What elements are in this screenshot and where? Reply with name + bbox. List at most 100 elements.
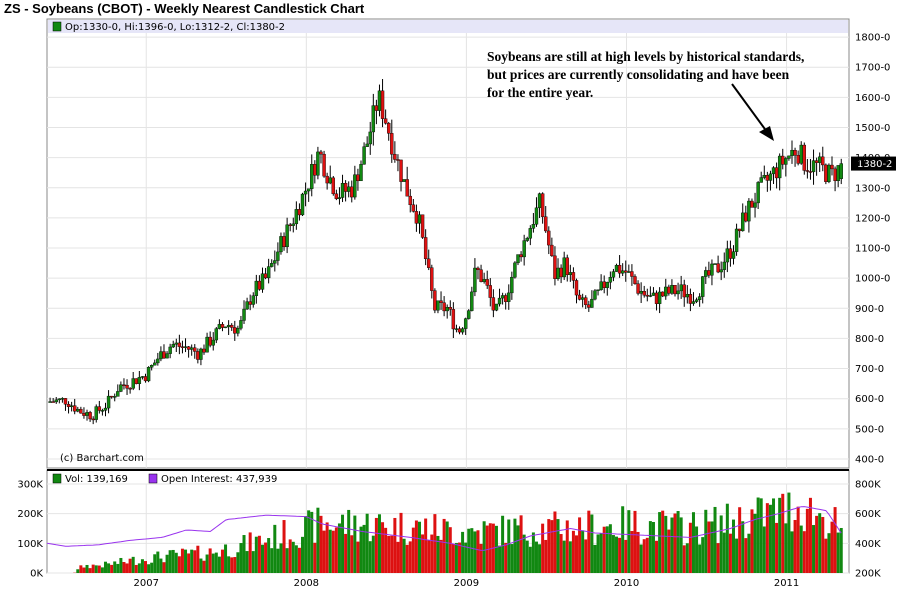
candle-body bbox=[454, 328, 459, 330]
volume-bar bbox=[273, 524, 277, 573]
volume-bar bbox=[528, 546, 532, 573]
volume-bar bbox=[818, 513, 822, 573]
candle-body bbox=[242, 308, 246, 321]
volume-bar bbox=[297, 547, 301, 573]
candle-body bbox=[673, 285, 677, 295]
candle-body bbox=[220, 324, 225, 328]
candle-body bbox=[60, 398, 65, 400]
candle-body bbox=[522, 240, 526, 258]
volume-bar bbox=[427, 540, 431, 573]
volume-bar bbox=[812, 525, 816, 573]
volume-bar bbox=[82, 567, 86, 573]
volume-bars bbox=[73, 492, 843, 573]
candle-body bbox=[531, 224, 536, 229]
volume-bar bbox=[504, 542, 508, 573]
volume-bar bbox=[91, 564, 95, 573]
candle-body bbox=[94, 406, 98, 420]
volume-bar bbox=[100, 567, 104, 573]
volume-bar bbox=[550, 520, 554, 573]
volume-bar bbox=[260, 544, 264, 573]
candle-body bbox=[162, 351, 166, 359]
volume-bar bbox=[79, 565, 83, 573]
candle-body bbox=[331, 177, 335, 195]
price-tick-label: 1100-0 bbox=[855, 244, 890, 255]
volume-bar bbox=[439, 539, 443, 573]
candle-body bbox=[217, 324, 222, 329]
candle-body bbox=[427, 258, 431, 268]
candle-body bbox=[263, 273, 268, 279]
volume-bar bbox=[267, 538, 271, 573]
candle-body bbox=[313, 164, 317, 176]
volume-bar bbox=[399, 512, 403, 573]
volume-bar bbox=[596, 534, 600, 573]
candle-body bbox=[82, 412, 86, 416]
volume-bar bbox=[744, 538, 748, 573]
volume-bar bbox=[264, 542, 268, 573]
volume-bar bbox=[633, 510, 637, 573]
volume-bar bbox=[762, 526, 766, 573]
volume-bar bbox=[119, 557, 123, 573]
candle-body bbox=[547, 230, 551, 246]
candle-body bbox=[667, 286, 671, 294]
volume-bar bbox=[270, 548, 274, 573]
candle-body bbox=[510, 276, 514, 294]
price-tick-label: 1700-0 bbox=[855, 63, 890, 74]
candle-body bbox=[411, 204, 416, 212]
volume-bar bbox=[805, 508, 809, 573]
candle-body bbox=[722, 261, 726, 270]
candle-body bbox=[245, 301, 249, 310]
volume-bar bbox=[408, 541, 412, 573]
volume-bar bbox=[171, 549, 175, 573]
volume-bar bbox=[513, 518, 517, 573]
candle-body bbox=[109, 395, 114, 398]
volume-bar bbox=[584, 539, 588, 573]
volume-bar bbox=[217, 556, 221, 573]
candle-body bbox=[233, 327, 237, 334]
candle-body bbox=[808, 171, 813, 173]
candle-body bbox=[534, 207, 539, 225]
volume-bar bbox=[519, 515, 523, 573]
volume-bar bbox=[627, 510, 631, 573]
candle-body bbox=[448, 307, 452, 310]
volume-bar bbox=[753, 513, 757, 573]
candle-body bbox=[636, 283, 640, 294]
candle-body bbox=[168, 346, 172, 354]
annotation-line-3: for the entire year. bbox=[487, 85, 593, 100]
last-price-box bbox=[851, 156, 896, 171]
volume-bar bbox=[291, 541, 295, 573]
volume-bar bbox=[116, 563, 120, 573]
candle-body bbox=[784, 158, 788, 165]
candle-body bbox=[562, 257, 566, 278]
volume-bar bbox=[494, 525, 498, 573]
volume-bar bbox=[802, 531, 806, 573]
price-tick-label: 900-0 bbox=[855, 304, 884, 315]
price-tick-label: 700-0 bbox=[855, 364, 884, 375]
candle-body bbox=[516, 254, 520, 264]
volume-bar bbox=[310, 511, 314, 573]
volume-bar bbox=[624, 539, 628, 573]
candle-body bbox=[507, 292, 511, 302]
volume-bar bbox=[747, 533, 751, 573]
candle-body bbox=[734, 228, 739, 252]
volume-bar bbox=[417, 521, 421, 573]
volume-bar bbox=[544, 539, 548, 573]
volume-bar bbox=[433, 514, 437, 573]
volume-bar bbox=[735, 538, 739, 573]
candle-body bbox=[590, 298, 594, 308]
candle-body bbox=[343, 183, 348, 192]
candle-body bbox=[707, 270, 711, 276]
volume-bar bbox=[331, 530, 335, 573]
volume-bar bbox=[464, 542, 468, 573]
volume-bar bbox=[350, 535, 354, 573]
candle-body bbox=[300, 193, 305, 216]
volume-bar bbox=[110, 564, 114, 573]
candle-body bbox=[476, 267, 480, 270]
volume-bar bbox=[365, 513, 369, 573]
volume-bar bbox=[661, 510, 665, 573]
candle-body bbox=[571, 272, 576, 281]
candle-body bbox=[793, 149, 797, 156]
candle-body bbox=[768, 173, 773, 181]
volume-bar bbox=[772, 498, 776, 573]
volume-bar bbox=[279, 543, 283, 573]
volume-bar bbox=[214, 552, 218, 573]
